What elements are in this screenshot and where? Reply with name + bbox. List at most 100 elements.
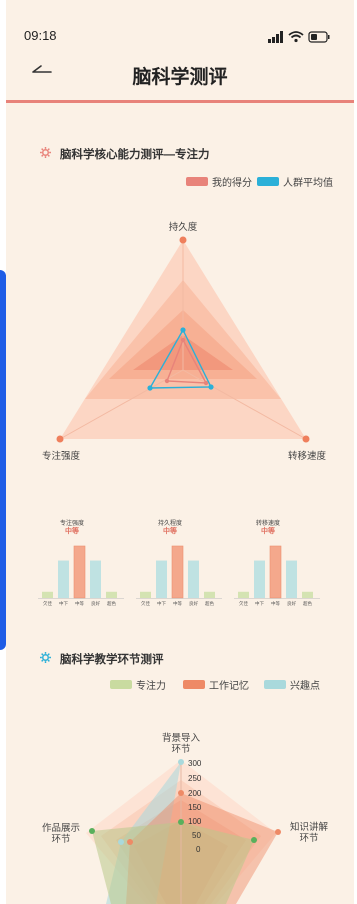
legend-working-memory[interactable]: 工作记忆 [183,677,249,692]
gear-icon [40,652,52,666]
legend-label: 人群平均值 [283,178,333,189]
mini-bar-label: 超色 [107,600,116,607]
radar-point [127,839,133,845]
mini-bar [269,545,282,599]
mini-bar [204,591,215,598]
mini-bar [156,560,167,598]
section1-title: 脑科学核心能力测评—专注力 [40,146,210,162]
radar-axis-label-left: 专注强度 [41,451,80,462]
radar-point [89,828,95,834]
axis-label-line: 环节 [51,834,71,845]
legend-focus[interactable]: 专注力 [110,677,166,692]
mini-bar [90,560,101,598]
legend-interest[interactable]: 兴趣点 [264,677,320,692]
radar-tick: 150 [188,803,202,812]
legend-swatch [110,680,132,689]
status-bar: 09:18 [6,0,354,50]
radar-vertex-dot [179,236,187,244]
radar-point [178,759,184,765]
mini-bar-label: 中等 [75,600,84,607]
radar-point [164,378,170,384]
status-icons [268,31,330,43]
mini-bar-chart: 欠佳 中下 中等 良好 超色 [38,545,124,607]
radar-point [275,829,281,835]
radar-point [180,327,186,333]
radar-point [178,819,184,825]
radar-axis [59,369,184,440]
mini-bar [140,591,151,598]
mini-bar-chart: 欠佳 中下 中等 良好 超色 [136,545,222,607]
radar-tick: 300 [188,759,202,768]
radar2-axis-label-left: 作品展示 环节 [36,823,86,845]
legend-label: 专注力 [136,681,166,692]
back-arrow-icon[interactable] [30,60,54,84]
legend-label: 我的得分 [212,178,252,189]
axis-label-line: 环节 [171,744,191,755]
axis-label-line: 知识讲解 [289,822,328,833]
section2-title: 脑科学教学环节测评 [40,651,164,667]
mini-bar-label: 良好 [189,600,198,607]
mini-bar-label: 中等 [173,600,182,607]
mini-bar-label: 良好 [91,600,100,607]
mini-bar-label: 中下 [157,600,166,607]
mini-bar [286,560,297,598]
screen-edge-right [354,0,357,904]
mini-chart-level: 中等 [261,528,275,535]
radar-point [118,839,124,845]
radar-tick: 200 [188,789,202,798]
legend-my-score[interactable]: 我的得分 [186,174,252,189]
teaching-radar-chart [86,759,281,904]
legend-label: 工作记忆 [209,681,249,692]
signal-icon [268,31,283,43]
mini-bar-label: 超色 [205,600,214,607]
radar-series-focus [92,822,254,904]
radar-vertex-dot [56,435,64,443]
mini-bar-chart: 欠佳 中下 中等 良好 超色 [234,545,320,607]
radar-tick: 0 [196,845,201,854]
mini-bar-label: 中下 [255,600,264,607]
phone-screen: 09:18 脑科学测评 [6,0,354,904]
legend-swatch [257,177,279,186]
mini-bar [106,591,117,598]
radar2-axis-label-right: 知识讲解 环节 [284,822,334,844]
radar-tick: 100 [188,817,202,826]
mini-bar [302,591,313,598]
radar-point [180,337,186,343]
radar-tick: 250 [188,774,202,783]
mini-bar [254,560,265,598]
wifi-icon [288,31,304,43]
gear-icon [40,147,52,161]
section2-title-text: 脑科学教学环节测评 [60,654,164,666]
radar-point [251,837,257,843]
axis-label-line: 环节 [299,833,319,844]
mini-bar [73,545,86,599]
mini-bar-label: 中等 [271,600,280,607]
mini-bar-label: 欠佳 [239,600,248,607]
nav-bar: 脑科学测评 [6,52,354,96]
radar-axis-label-top: 持久度 [168,222,198,233]
legend-average[interactable]: 人群平均值 [257,174,333,189]
screen-edge-left [0,0,6,904]
mini-bar [42,591,53,598]
mini-bar [188,560,199,598]
edge-highlight [0,270,6,650]
radar-series-average [148,328,213,389]
axis-label-line: 背景导入 [161,733,200,744]
header-divider [6,100,354,103]
mini-chart-title: 持久程度 [157,521,182,527]
mini-bar-label: 超色 [303,600,312,607]
mini-chart-title: 转移速度 [255,521,280,527]
mini-bar-label: 欠佳 [141,600,150,607]
radar-axis-label-right: 转移速度 [287,451,326,462]
axis-label-line: 作品展示 [41,823,80,834]
battery-icon [308,31,330,43]
mini-bar-label: 良好 [287,600,296,607]
page-title: 脑科学测评 [132,67,228,88]
radar-vertex-dot [302,435,310,443]
radar-point [147,385,153,391]
radar-point [203,380,209,386]
mini-bar-label: 中下 [59,600,68,607]
radar-point [178,790,184,796]
status-time: 09:18 [24,28,57,43]
mini-bar [171,545,184,599]
